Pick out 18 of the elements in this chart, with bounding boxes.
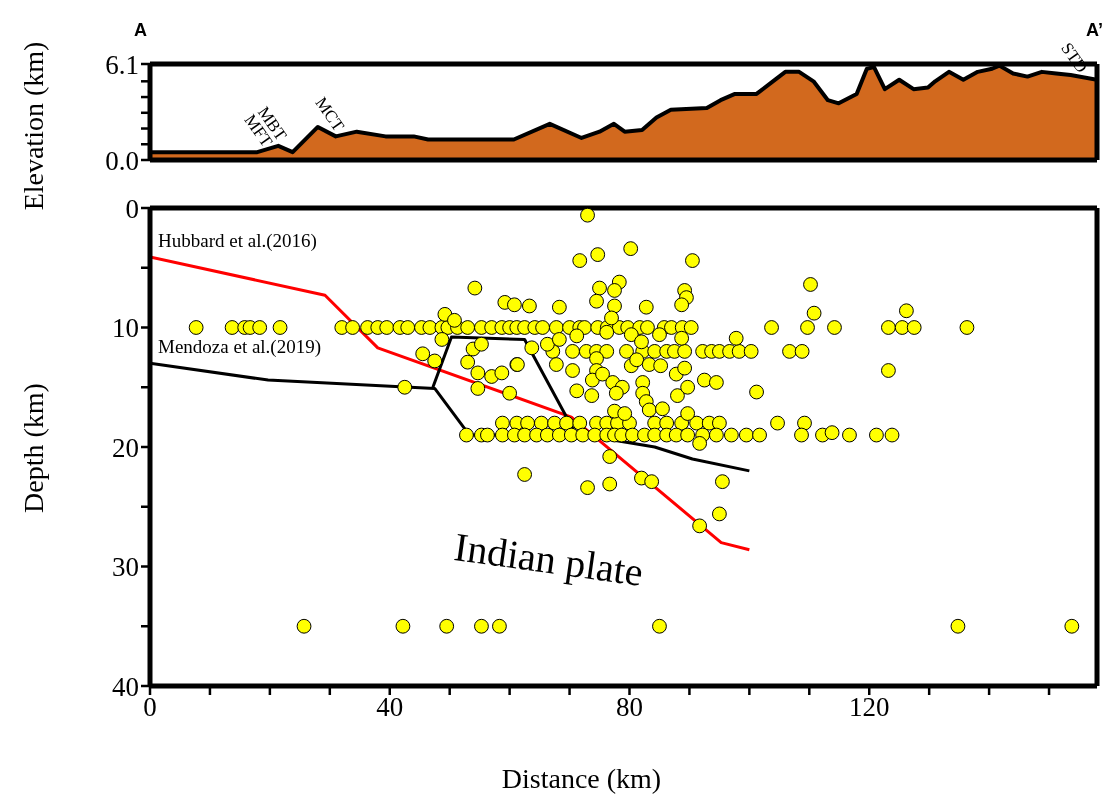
y-axis-title: Depth (km) (18, 383, 50, 513)
y-tick-label: 10 (112, 313, 139, 344)
y-tick-label: 6.1 (105, 49, 139, 80)
x-tick-label: 40 (376, 692, 404, 723)
y-tick-label: 20 (112, 432, 139, 463)
annotation: Indian plate (451, 523, 647, 596)
x-tick-label: 120 (848, 692, 890, 723)
x-axis-title: Distance (km) (500, 763, 663, 795)
y-tick-label: 40 (112, 671, 139, 702)
y-tick-label: 0 (125, 193, 139, 224)
series-label: Mendoza et al.(2019) (158, 336, 322, 359)
text: A (134, 20, 147, 41)
text: A’ (1085, 20, 1103, 41)
y-tick-label: 0.0 (105, 145, 139, 176)
y-tick-label: 30 (112, 552, 139, 583)
y-axis-title: Elevation (km) (18, 41, 50, 211)
series-label: Hubbard et al.(2016) (158, 229, 317, 252)
x-tick-label: 80 (615, 692, 643, 723)
